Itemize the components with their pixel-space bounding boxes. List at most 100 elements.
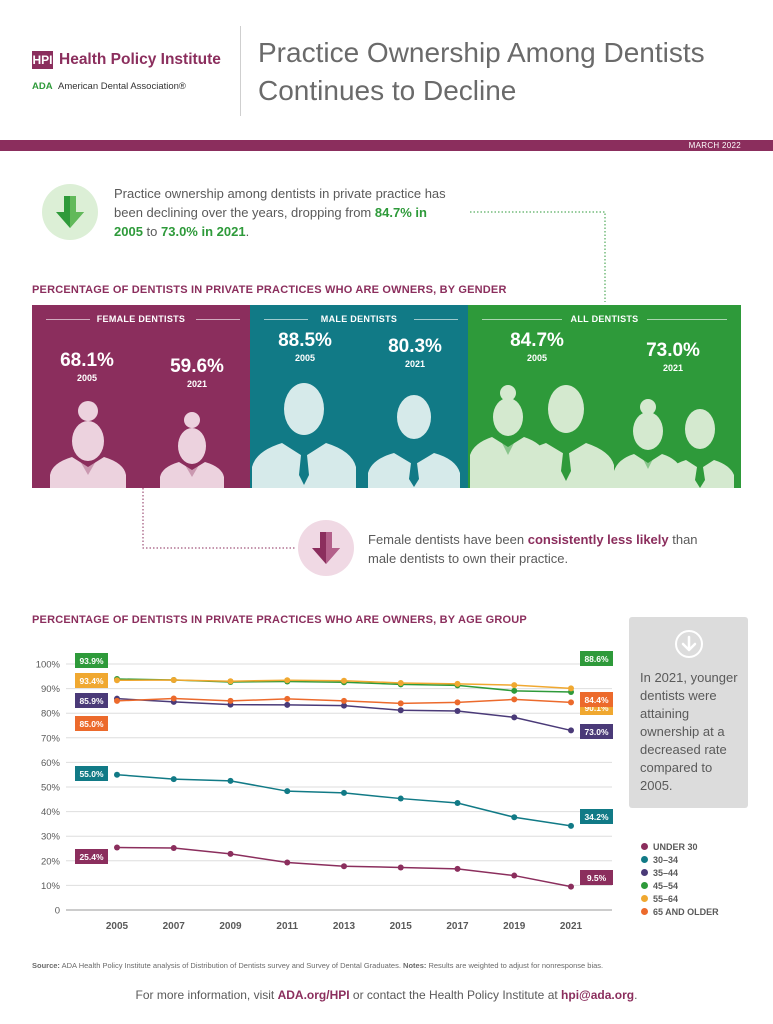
legend-label: 45–54 [653,881,679,891]
start-data-label: 55.0% [79,769,104,779]
x-tick-label: 2009 [219,921,242,932]
data-point [397,707,404,714]
legend-dot [641,856,648,863]
y-tick-label: 100% [36,660,61,671]
data-point [568,883,574,890]
data-point [568,699,574,706]
data-point [227,678,234,685]
notes-text: Results are weighted to adjust for nonre… [426,961,604,970]
male-dentists-panel: MALE DENTISTS 88.5% 2005 80.3% 2021 [250,305,468,488]
side-note-text: In 2021, younger dentists were attaining… [640,670,738,793]
header-band [0,140,773,151]
data-point [341,789,347,796]
intro-text: Practice ownership among dentists in pri… [114,184,454,241]
data-point [511,814,518,821]
y-tick-label: 10% [41,881,61,892]
gender-section-heading: PERCENTAGE OF DENTISTS IN PRIVATE PRACTI… [32,284,507,296]
y-tick-label: 70% [41,733,61,744]
data-point [397,795,404,802]
hpi-website-link[interactable]: ADA.org/HPI [277,988,350,1002]
end-data-label-box [580,809,613,824]
female-value-2005: 68.1% [60,350,114,371]
y-tick-label: 80% [41,709,61,720]
data-point [511,682,518,689]
hpi-email-link[interactable]: hpi@ada.org [561,988,635,1002]
all-dentists-panel: ALL DENTISTS 84.7% 2005 73.0% 2021 [468,305,741,488]
data-point [568,727,574,734]
page-title-line1: Practice Ownership Among Dentists [258,37,705,68]
data-point [568,822,574,829]
data-point [454,865,461,872]
legend-dot [641,869,648,876]
data-point [284,859,291,866]
data-point [170,776,177,783]
legend-dot [641,843,648,850]
intro-highlight-2005: 84.7% in 2005 [114,205,427,239]
all-dentists-illustration [470,385,734,488]
start-data-label-box [75,766,108,781]
intro-text-2: to [142,224,161,239]
legend-label: 65 AND OLDER [653,907,719,917]
y-tick-label: 20% [41,856,61,867]
start-data-label-box [75,716,108,731]
end-data-label: 73.0% [584,727,609,737]
data-point [114,697,120,704]
side-note-box [629,617,748,808]
legend-dot [641,895,648,902]
series-line [116,773,572,827]
data-point [454,680,461,687]
male-year-2005: 2005 [294,353,316,363]
data-point [114,844,120,851]
start-data-label: 93.4% [79,676,104,686]
all-year-2005: 2005 [526,353,548,363]
down-arrow-icon [42,184,98,240]
gender-note-text: Female dentists have been consistently l… [368,530,708,568]
legend-dot [641,908,648,915]
data-point [284,701,291,708]
all-year-2021: 2021 [662,363,684,373]
legend-item-under-30: UNDER 30 [641,842,698,852]
x-tick-label: 2019 [503,921,526,932]
end-data-label-box [580,870,613,885]
x-tick-label: 2017 [446,921,469,932]
start-data-label: 85.9% [79,696,104,706]
intro-text-3: . [245,224,250,239]
end-data-label: 34.2% [584,812,609,822]
data-point [397,700,404,707]
y-tick-label: 0 [55,906,60,917]
data-point [397,864,404,871]
publication-date: MARCH 2022 [688,141,741,150]
down-arrow-icon [675,630,703,658]
data-point [454,799,461,806]
panel-title: MALE DENTISTS [320,314,398,324]
start-data-label-box [75,653,108,668]
y-tick-label: 40% [41,807,61,818]
x-tick-label: 2021 [560,921,583,932]
note2-text-1: Female dentists have been [368,532,528,547]
end-data-label: 88.6% [584,654,609,664]
data-point [284,695,291,702]
age-section-heading: PERCENTAGE OF DENTISTS IN PRIVATE PRACTI… [32,614,527,626]
y-tick-label: 30% [41,832,61,843]
legend-label: 35–44 [653,868,679,878]
page-title-line2: Continues to Decline [258,75,517,106]
female-year-2005: 2005 [76,373,98,383]
data-point [511,696,518,703]
data-point [284,677,291,684]
female-value-2021: 59.6% [170,356,224,377]
start-data-label: 25.4% [79,852,104,862]
source-note: Source: ADA Health Policy Institute anal… [32,961,603,970]
data-point [170,676,177,683]
source-text: ADA Health Policy Institute analysis of … [59,961,404,970]
notes-label: Notes: [403,961,427,970]
x-tick-label: 2005 [106,921,129,932]
data-point [341,697,347,704]
legend-label: UNDER 30 [653,842,698,852]
footer-contact: For more information, visit ADA.org/HPI … [0,988,773,1002]
footer-text-2: or contact the Health Policy Institute a… [349,988,562,1002]
y-tick-label: 50% [41,783,61,794]
age-group-line-chart: 0 10% 20% 30% 40% 50% 60% 70% 80% 90% 100% 2005 2007… [36,651,613,932]
female-year-2021: 2021 [186,379,208,389]
data-point [454,707,461,714]
data-point [227,697,234,704]
